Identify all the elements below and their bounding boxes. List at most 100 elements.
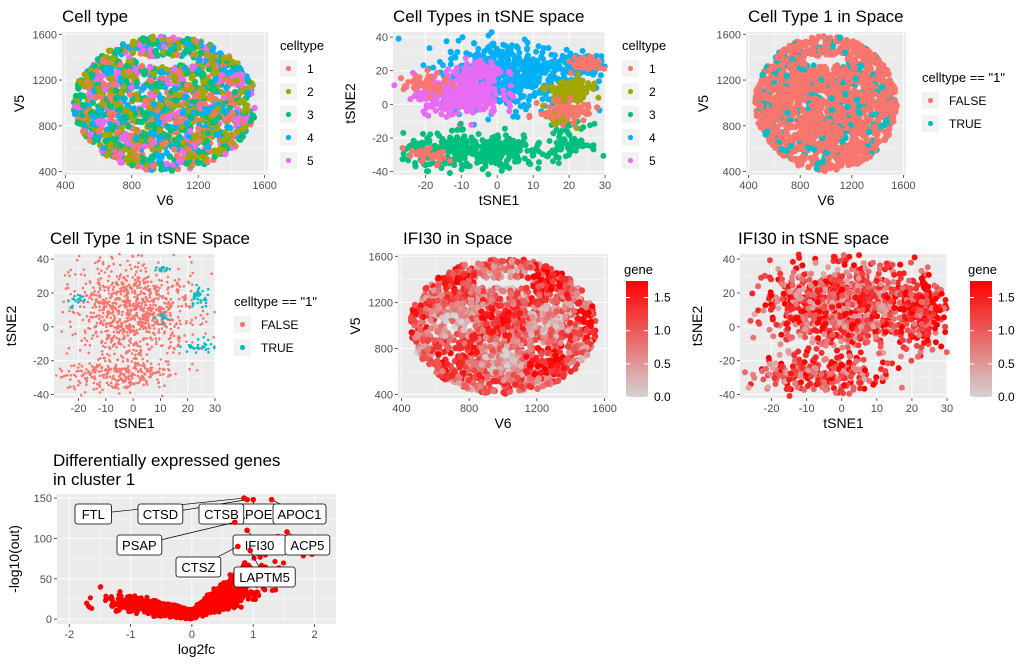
data-point — [578, 60, 584, 67]
data-point — [510, 113, 517, 120]
data-point — [130, 156, 137, 164]
data-point — [424, 168, 430, 175]
data-point — [89, 120, 96, 128]
data-point — [859, 156, 867, 163]
data-point — [91, 62, 99, 70]
data-point — [540, 56, 547, 63]
data-point — [138, 62, 146, 70]
data-point — [479, 166, 486, 173]
data-point — [502, 52, 509, 59]
data-point — [139, 85, 147, 92]
y-tick-label: 1200 — [33, 75, 57, 87]
data-point — [856, 109, 863, 117]
data-point — [489, 109, 496, 116]
data-point — [535, 165, 542, 172]
data-point — [174, 51, 181, 58]
data-point — [398, 75, 404, 82]
data-point — [215, 114, 223, 121]
data-point — [238, 81, 245, 89]
data-point — [154, 52, 161, 59]
data-point — [550, 130, 557, 137]
y-tick-label: 1200 — [717, 75, 741, 87]
data-point — [211, 69, 218, 76]
data-point — [451, 53, 458, 60]
data-point — [837, 45, 844, 52]
data-point — [123, 78, 130, 85]
data-point — [140, 158, 147, 165]
data-point — [454, 110, 461, 117]
data-point — [524, 45, 531, 52]
data-point — [71, 110, 79, 118]
data-point — [162, 133, 170, 140]
data-point — [132, 59, 139, 66]
x-tick-label: 0 — [494, 180, 500, 192]
data-point — [806, 136, 813, 144]
data-point — [139, 109, 147, 116]
data-point — [410, 137, 417, 144]
data-point — [123, 138, 130, 145]
x-axis-title: V6 — [156, 192, 173, 208]
data-point — [574, 70, 581, 77]
data-point — [106, 110, 113, 117]
data-point — [513, 44, 520, 50]
data-point — [158, 70, 166, 77]
data-point — [147, 76, 155, 84]
data-point — [557, 140, 563, 147]
data-point — [464, 65, 471, 72]
data-point — [80, 92, 87, 100]
data-point — [209, 54, 217, 61]
data-point — [536, 159, 542, 166]
data-point — [508, 92, 515, 98]
plot-title: Cell type — [62, 7, 128, 26]
data-point — [522, 106, 529, 113]
data-point — [569, 89, 576, 96]
data-point — [486, 43, 493, 50]
data-point — [109, 56, 117, 63]
x-tick-label: 30 — [599, 180, 611, 192]
data-point — [232, 115, 239, 123]
legend-label: 4 — [649, 131, 656, 145]
data-point — [595, 94, 602, 101]
data-point — [444, 86, 451, 93]
data-point — [806, 128, 813, 136]
data-point — [465, 74, 471, 81]
data-point — [151, 82, 158, 90]
legend-label: 3 — [649, 108, 656, 122]
data-point — [486, 93, 493, 100]
data-point — [757, 119, 764, 127]
data-point — [236, 99, 244, 106]
data-point — [562, 153, 569, 160]
data-point — [114, 68, 122, 76]
data-point — [133, 64, 140, 71]
legend-swatch — [285, 111, 292, 118]
data-point — [578, 87, 585, 94]
data-point — [489, 134, 496, 141]
data-point — [450, 90, 456, 97]
data-point — [199, 92, 207, 100]
data-point — [796, 54, 803, 61]
data-point — [563, 46, 570, 53]
data-point — [594, 104, 600, 111]
data-point — [468, 121, 475, 128]
data-point — [121, 146, 129, 153]
data-point — [510, 137, 517, 144]
data-point — [153, 113, 160, 121]
data-point — [478, 88, 485, 95]
data-point — [172, 91, 179, 98]
data-point — [498, 167, 505, 174]
legend-label: 2 — [307, 85, 314, 99]
data-point — [156, 103, 164, 110]
data-point — [118, 124, 126, 131]
data-point — [507, 103, 513, 110]
data-point — [200, 78, 207, 86]
data-point — [149, 153, 157, 160]
data-point — [242, 115, 249, 122]
data-point — [108, 103, 115, 110]
data-point — [485, 116, 492, 123]
data-point — [530, 152, 537, 159]
x-tick-label: 1600 — [252, 180, 276, 192]
data-point — [157, 83, 164, 90]
data-point — [212, 75, 219, 83]
legend-swatch — [627, 88, 634, 95]
data-point — [490, 104, 497, 111]
